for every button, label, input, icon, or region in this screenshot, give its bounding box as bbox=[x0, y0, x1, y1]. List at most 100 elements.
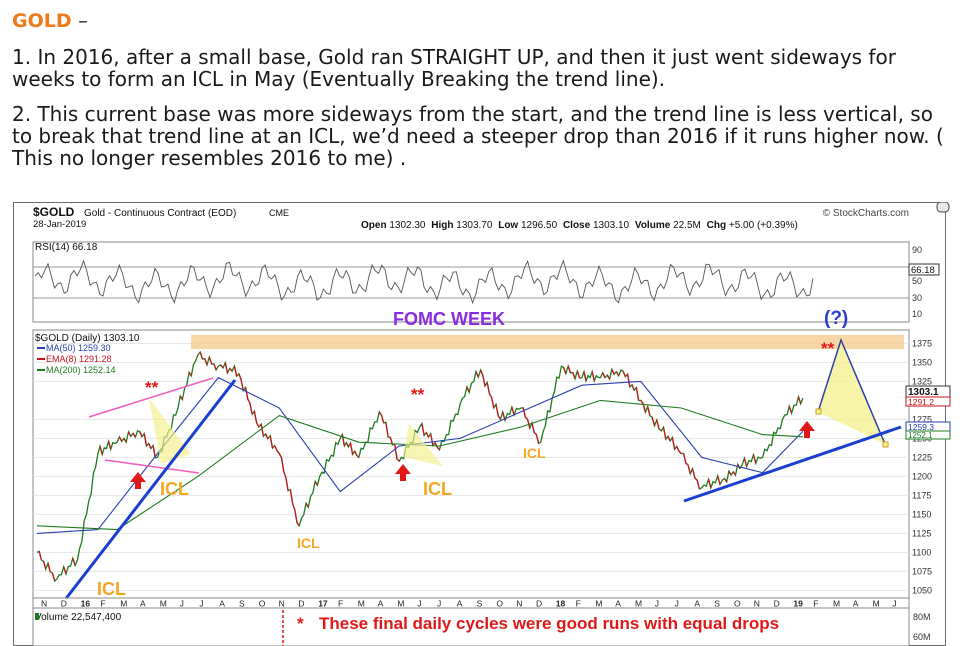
x-tick-label: A bbox=[457, 599, 463, 609]
volume-panel bbox=[32, 607, 910, 646]
x-tick-label: A bbox=[219, 599, 225, 609]
x-tick-label: M bbox=[873, 599, 880, 609]
price-legend: $GOLD (Daily) 1303.10 MA(50) 1259.30 EMA… bbox=[35, 333, 140, 375]
heading-gold: GOLD bbox=[12, 10, 72, 32]
yellow-triangle-2016 bbox=[149, 398, 191, 464]
badge-ema bbox=[905, 396, 951, 407]
stars-projection: ** bbox=[821, 339, 835, 358]
rsi-panel bbox=[32, 241, 910, 323]
fomc-band bbox=[191, 335, 904, 349]
y-tick-label: 1350 bbox=[912, 357, 932, 367]
x-tick-label: N bbox=[41, 599, 47, 609]
y-tick-label: 1225 bbox=[912, 452, 932, 462]
x-tick-label: D bbox=[61, 599, 67, 609]
yellow-triangle-2017 bbox=[403, 424, 443, 466]
rsi-tick-label: 50 bbox=[912, 276, 922, 286]
ohlc-row: Open 1302.30 High 1303.70 Low 1296.50 Cl… bbox=[361, 220, 798, 231]
fomc-label: FOMC WEEK bbox=[393, 309, 505, 329]
paragraph-2: 2. This current base was more sideways f… bbox=[12, 102, 944, 170]
question-label: (?) bbox=[824, 308, 848, 329]
series-price-down bbox=[38, 351, 802, 582]
legend-ma50: MA(50) 1259.30 bbox=[46, 343, 111, 353]
x-tick-label: J bbox=[180, 599, 184, 609]
x-tick-label: O bbox=[496, 599, 503, 609]
badge-ma50-text: 1259.3 bbox=[908, 422, 934, 432]
badge-ema-text: 1291.2 bbox=[908, 397, 934, 407]
x-tick-label: J bbox=[655, 599, 659, 609]
legend-main: $GOLD (Daily) 1303.10 bbox=[35, 333, 140, 344]
yellow-triangle-projection bbox=[818, 340, 885, 444]
x-tick-label: O bbox=[259, 599, 266, 609]
x-tick-label: F bbox=[338, 599, 343, 609]
pink-lower-line bbox=[104, 459, 200, 474]
x-tick-label: M bbox=[595, 599, 602, 609]
x-tick-label: M bbox=[397, 599, 404, 609]
trendline-2018 bbox=[683, 425, 902, 503]
rsi-tick-label: 30 bbox=[912, 293, 922, 303]
x-tick-label: J bbox=[437, 599, 441, 609]
badge-ma200-text: 1252.1 bbox=[908, 431, 933, 440]
y-tick-label: 1125 bbox=[912, 528, 931, 538]
stars-2016: ** bbox=[145, 378, 159, 397]
gold-chart: $GOLD Gold - Continuous Contract (EOD) C… bbox=[13, 202, 951, 646]
x-tick-label: M bbox=[635, 599, 642, 609]
projection-end-dot bbox=[882, 441, 889, 448]
x-tick-label: F bbox=[813, 599, 818, 609]
x-tick-label: F bbox=[100, 599, 105, 609]
rsi-line bbox=[34, 259, 814, 305]
header-source: © StockCharts.com bbox=[823, 208, 909, 219]
footnote-text: These final daily cycles were good runs … bbox=[319, 614, 779, 633]
y-tick-label: 1375 bbox=[912, 338, 932, 348]
x-tick-label: 19 bbox=[793, 599, 803, 609]
trendline-2016 bbox=[35, 379, 237, 637]
icl-2017-dec: ICL bbox=[523, 445, 546, 461]
x-tick-label: A bbox=[615, 599, 621, 609]
header-date: 28-Jan-2019 bbox=[33, 219, 86, 230]
x-tick-label: J bbox=[675, 599, 679, 609]
rsi-badge-text: 66.18 bbox=[911, 265, 935, 276]
x-tick-label: M bbox=[120, 599, 127, 609]
rsi-label: RSI(14) 66.18 bbox=[35, 242, 98, 253]
x-tick-label: 17 bbox=[318, 599, 328, 609]
x-tick-label: J bbox=[892, 599, 896, 609]
x-tick-label: N bbox=[754, 599, 760, 609]
x-tick-label: M bbox=[160, 599, 167, 609]
y-tick-label: 1100 bbox=[912, 547, 931, 557]
pink-upper-line bbox=[88, 377, 214, 418]
stars-2017: ** bbox=[411, 385, 425, 404]
volume-icon bbox=[35, 613, 39, 620]
header-symbol: $GOLD bbox=[33, 205, 75, 219]
icl-2016-may: ICL bbox=[160, 479, 189, 499]
x-tick-label: N bbox=[279, 599, 285, 609]
arrow-up-2 bbox=[395, 464, 411, 481]
arrow-up-3 bbox=[799, 421, 815, 438]
volume-tick-60m: 60M bbox=[913, 632, 931, 642]
y-tick-label: 1175 bbox=[912, 490, 931, 500]
arrow-up-1 bbox=[130, 472, 146, 489]
x-tick-label: F bbox=[576, 599, 581, 609]
x-tick-label: M bbox=[358, 599, 365, 609]
x-tick-label: A bbox=[378, 599, 384, 609]
x-tick-label: J bbox=[199, 599, 203, 609]
projection-path bbox=[817, 337, 886, 445]
badge-close-text: 1303.1 bbox=[908, 387, 939, 398]
x-tick-label: 16 bbox=[81, 599, 91, 609]
price-panel bbox=[32, 329, 910, 609]
x-tick-label: A bbox=[694, 599, 700, 609]
badge-ma200 bbox=[905, 430, 951, 440]
header-desc: Gold - Continuous Contract (EOD) bbox=[84, 208, 236, 219]
rsi-badge bbox=[908, 263, 940, 276]
x-tick-label: D bbox=[536, 599, 542, 609]
paragraph-1: 1. In 2016, after a small base, Gold ran… bbox=[12, 45, 896, 91]
y-tick-label: 1200 bbox=[912, 471, 932, 481]
x-axis-labels: N D 16 F M A M J J A S O N D 17 F M A M J J A S O N D 18 F M A M J J A S O N… bbox=[41, 599, 897, 609]
y-tick-label: 1275 bbox=[912, 414, 932, 424]
legend-ema8: EMA(8) 1291.28 bbox=[46, 354, 112, 364]
volume-tick-80m: 80M bbox=[913, 612, 931, 622]
x-tick-label: J bbox=[417, 599, 421, 609]
article-heading: GOLD – bbox=[12, 10, 88, 32]
icl-2017-jun: ICL bbox=[423, 479, 452, 499]
x-tick-label: A bbox=[853, 599, 859, 609]
y-tick-label: 1075 bbox=[912, 566, 932, 576]
footnote-star: * bbox=[297, 614, 304, 633]
